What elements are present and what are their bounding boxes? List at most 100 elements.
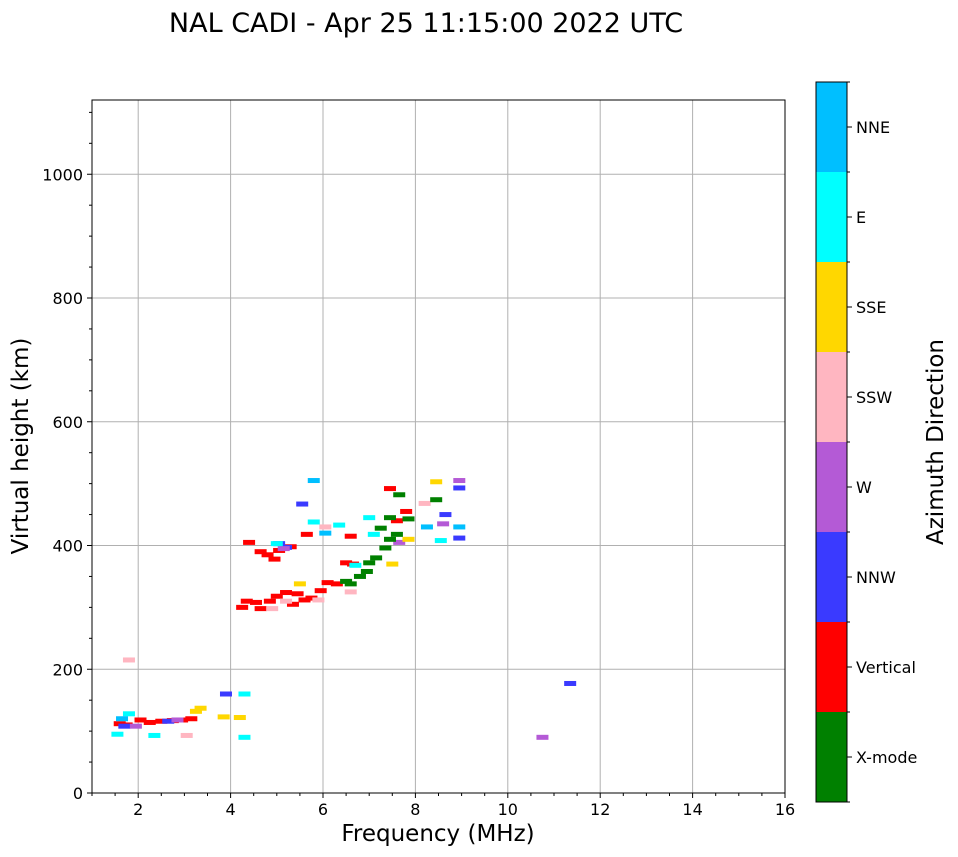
data-point-nne bbox=[319, 530, 332, 536]
y-tick-label: 400 bbox=[52, 537, 83, 556]
data-point-x-mode bbox=[402, 516, 415, 522]
data-point-vertical bbox=[270, 593, 283, 599]
data-point-x-mode bbox=[370, 555, 383, 561]
colorbar-segment bbox=[816, 442, 847, 532]
colorbar-label: Azimuth Direction bbox=[923, 339, 949, 545]
data-point-vertical bbox=[390, 518, 403, 524]
data-point-vertical bbox=[240, 598, 253, 604]
colorbar-segment bbox=[816, 622, 847, 712]
data-point-nnw bbox=[162, 718, 175, 724]
colorbar-tick-label: NNE bbox=[856, 118, 890, 137]
data-point-ssw bbox=[180, 732, 193, 738]
data-point-x-mode bbox=[363, 560, 376, 566]
data-point-nnw bbox=[439, 512, 452, 518]
x-tick-label: 6 bbox=[318, 800, 328, 819]
data-point-vertical bbox=[143, 719, 156, 725]
data-point-vertical bbox=[400, 508, 413, 514]
y-axis-ticks: 0 200 400 600 800 1000 bbox=[42, 111, 92, 803]
colorbar-segment bbox=[816, 262, 847, 352]
data-point-nnw bbox=[564, 680, 577, 686]
x-axis-ticks: 2 4 6 8 10 12 14 16 bbox=[91, 793, 795, 819]
data-point-e bbox=[122, 711, 135, 717]
data-point-x-mode bbox=[383, 515, 396, 521]
data-point-e bbox=[333, 522, 346, 528]
data-point-vertical bbox=[243, 539, 256, 545]
data-point-vertical bbox=[321, 580, 334, 586]
colorbar-frame bbox=[815, 81, 848, 803]
colorbar-segment bbox=[816, 172, 847, 262]
data-point-nnw bbox=[219, 691, 232, 697]
data-point-e bbox=[111, 731, 124, 737]
data-point-vertical bbox=[383, 486, 396, 492]
data-point-x-mode bbox=[383, 536, 396, 542]
data-point-vertical bbox=[280, 590, 293, 596]
data-point-ssw bbox=[266, 606, 279, 612]
data-point-vertical bbox=[298, 597, 311, 603]
data-point-w bbox=[437, 521, 450, 527]
data-point-e bbox=[349, 562, 362, 568]
data-point-vertical bbox=[185, 716, 198, 722]
colorbar-segment bbox=[816, 82, 847, 172]
colorbar-segment bbox=[816, 712, 847, 802]
data-point-x-mode bbox=[353, 573, 366, 579]
y-tick-label: 800 bbox=[52, 289, 83, 308]
data-point-e bbox=[367, 531, 380, 537]
data-point-vertical bbox=[254, 549, 267, 555]
grid-lines bbox=[92, 100, 786, 793]
data-point-ssw bbox=[280, 598, 293, 604]
y-axis-label: Virtual height (km) bbox=[8, 338, 34, 555]
colorbar-tick-label: W bbox=[856, 478, 872, 497]
data-point-x-mode bbox=[393, 492, 406, 498]
x-tick-label: 16 bbox=[775, 800, 795, 819]
y-tick-label: 600 bbox=[52, 413, 83, 432]
x-tick-label: 14 bbox=[682, 800, 702, 819]
data-point-vertical bbox=[344, 533, 357, 539]
data-point-x-mode bbox=[360, 568, 373, 574]
data-point-vertical bbox=[340, 560, 353, 566]
data-point-vertical bbox=[254, 606, 267, 612]
data-point-w bbox=[129, 723, 142, 729]
data-point-sse bbox=[402, 536, 415, 542]
data-point-vertical bbox=[268, 556, 281, 562]
data-point-vertical bbox=[250, 599, 263, 605]
data-point-e bbox=[238, 691, 251, 697]
data-point-vertical bbox=[286, 601, 299, 607]
data-point-x-mode bbox=[374, 525, 387, 531]
data-point-vertical bbox=[314, 588, 327, 594]
data-point-e bbox=[270, 541, 283, 547]
data-point-sse bbox=[217, 714, 230, 720]
data-point-sse bbox=[293, 581, 306, 587]
data-points bbox=[111, 478, 577, 740]
data-point-vertical bbox=[236, 604, 249, 610]
data-point-nnw bbox=[453, 535, 466, 541]
y-tick-label: 1000 bbox=[42, 165, 83, 184]
data-point-vertical bbox=[330, 581, 343, 587]
data-point-sse bbox=[386, 561, 399, 567]
data-point-e bbox=[148, 732, 161, 738]
data-point-nne bbox=[420, 524, 433, 530]
plot-frame bbox=[91, 99, 786, 794]
data-point-x-mode bbox=[379, 545, 392, 551]
data-point-vertical bbox=[300, 531, 313, 537]
data-point-e bbox=[238, 734, 251, 740]
x-tick-label: 4 bbox=[226, 800, 236, 819]
data-point-sse bbox=[189, 708, 202, 714]
x-tick-label: 8 bbox=[410, 800, 420, 819]
colorbar: X-mode Vertical NNW W SSW SSE E NNE bbox=[815, 81, 917, 803]
data-point-vertical bbox=[261, 552, 274, 558]
data-point-sse bbox=[430, 479, 443, 485]
colorbar-tick-label: SSE bbox=[856, 298, 886, 317]
data-point-vertical bbox=[263, 598, 276, 604]
data-point-vertical bbox=[155, 718, 168, 724]
data-point-vertical bbox=[305, 595, 318, 601]
x-tick-label: 10 bbox=[498, 800, 518, 819]
data-point-x-mode bbox=[344, 581, 357, 587]
data-point-ssw bbox=[344, 589, 357, 595]
data-point-w bbox=[277, 546, 290, 552]
x-tick-label: 2 bbox=[133, 800, 143, 819]
data-point-nnw bbox=[453, 485, 466, 491]
chart-title: NAL CADI - Apr 25 11:15:00 2022 UTC bbox=[169, 8, 683, 39]
data-point-e bbox=[363, 515, 376, 521]
data-point-e bbox=[434, 538, 447, 544]
